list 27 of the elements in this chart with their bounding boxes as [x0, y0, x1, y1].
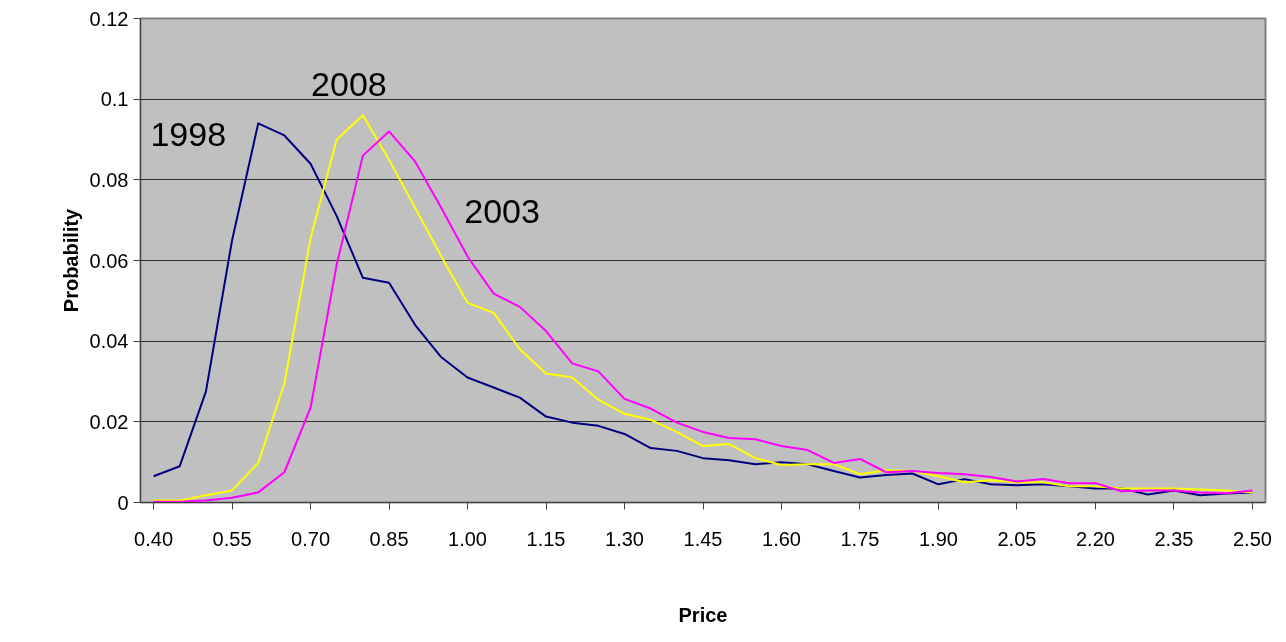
x-tick-label: 1.45 [683, 527, 723, 550]
y-tick-label: 0.02 [89, 410, 129, 433]
x-tick-label: 0.70 [291, 527, 331, 550]
y-tick-label: 0.04 [89, 330, 129, 353]
x-tick-label: 2.20 [1075, 527, 1115, 550]
y-tick-label: 0.1 [100, 88, 129, 111]
x-tick-label: 0.85 [369, 527, 409, 550]
series-label: 1998 [150, 114, 227, 153]
y-tick-label: 0.12 [89, 7, 129, 30]
x-tick-label: 2.35 [1154, 527, 1194, 550]
x-tick-label: 0.40 [134, 527, 174, 550]
series-label: 2008 [311, 64, 387, 103]
x-tick-label: 2.50 [1232, 527, 1272, 550]
x-tick-label: 1.60 [762, 527, 801, 550]
y-tick-label: 0.06 [89, 249, 129, 272]
x-tick-label: 1.30 [605, 527, 644, 550]
y-axis-title: Probability [59, 207, 82, 313]
x-tick-label: 1.15 [526, 527, 566, 550]
x-tick-label: 1.00 [448, 527, 488, 550]
series-label: 2003 [464, 191, 540, 230]
x-axis-title: Price [678, 603, 728, 626]
x-tick-label: 0.55 [212, 527, 252, 550]
y-tick-label: 0.08 [89, 168, 129, 191]
y-tick-label: 0 [117, 491, 129, 514]
x-tick-label: 1.75 [840, 527, 880, 550]
x-tick-label: 1.90 [919, 527, 958, 550]
x-tick-label: 2.05 [997, 527, 1037, 550]
